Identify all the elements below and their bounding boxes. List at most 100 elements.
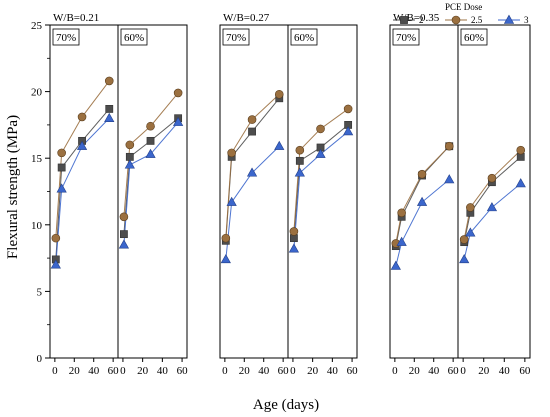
x-tick-label: 40 [428,365,440,377]
data-point-2.5 [125,140,135,150]
data-point-2 [146,136,155,145]
data-point-3 [294,167,305,177]
panel-label: 70% [56,32,76,44]
data-point-3 [246,167,258,177]
series-line-3 [123,121,179,245]
series-line-2.5 [55,80,110,239]
data-point-3 [396,236,407,246]
panel-label-box [392,28,420,46]
x-tick-label: 0 [392,365,398,377]
panel-label: 60% [464,32,484,44]
x-tick-label: 0 [120,365,126,377]
data-point-3 [288,243,300,253]
x-tick-label: 20 [307,365,319,377]
series-line-3 [293,131,349,249]
x-tick-label: 60 [347,365,359,377]
series-line-2.5 [293,108,349,232]
legend: PCE Dose 2 2.5 3 [393,2,529,25]
data-point-2.5 [247,115,257,124]
x-tick-label: 20 [239,365,251,377]
series-line-2.5 [225,93,280,239]
data-point-2.5 [466,203,475,212]
series-line-2.5 [123,92,179,217]
x-tick-label: 60 [448,365,460,377]
panel: 70% 0 20 40 60 [389,24,460,377]
data-point-3 [173,116,184,126]
data-point-2 [125,152,134,161]
data-point-2.5 [57,148,66,158]
data-point-3 [515,178,526,188]
panel-label-box [52,28,80,46]
panel: 60% 0 20 40 60 [117,24,189,377]
data-point-3 [76,140,88,150]
data-point-3 [274,140,285,150]
x-tick-label: 20 [137,365,149,377]
x-tick-label: 60 [177,365,189,377]
x-tick-label: 60 [519,365,531,377]
data-point-2 [295,156,304,165]
panel-label-box [222,28,250,46]
legend-label-3: 3 [524,15,529,25]
panel-label-box [460,28,488,46]
data-point-2.5 [417,169,427,179]
x-tick-label: 40 [88,365,100,377]
panel-frame [287,24,358,359]
y-tick-label: 25 [31,20,43,32]
data-point-3 [465,227,476,237]
x-axis-title: Age (days) [253,397,319,413]
wb-label: W/B=0.21 [53,12,99,24]
series-line-2 [55,108,110,260]
panel-label: 70% [226,32,246,44]
panel: 70% 0 20 40 60 [49,24,119,377]
y-tick-label: 20 [31,87,43,99]
series-line-2 [293,124,349,239]
data-point-2.5 [51,233,61,243]
data-point-2.5 [316,124,325,134]
x-tick-label: 40 [327,365,339,377]
panel: 60% 0 20 40 60 [457,24,531,377]
data-point-2.5 [104,76,114,86]
data-point-3 [220,254,231,264]
legend-marker-2 [400,16,408,24]
data-point-2.5 [343,104,353,114]
data-point-2.5 [119,212,129,222]
data-point-3 [343,126,354,136]
x-tick-label: 20 [69,365,81,377]
x-tick-label: 0 [460,365,466,377]
y-tick-label: 15 [31,153,43,165]
data-point-3 [118,239,130,249]
series-line-3 [55,117,110,265]
data-point-2.5 [227,148,236,158]
legend-label-2: 2 [419,15,424,25]
data-point-2 [105,105,114,113]
y-tick-label: 5 [37,286,43,298]
x-tick-label: 0 [290,365,296,377]
series-line-3 [463,183,522,260]
data-point-3 [145,148,156,158]
panel-label-box [290,28,318,46]
series-line-2.5 [463,149,522,240]
x-tick-label: 0 [52,365,58,377]
panel-label: 70% [396,32,416,44]
data-point-2.5 [295,145,305,155]
data-point-2 [120,230,128,239]
panel-label-box [120,28,148,46]
wb-label: W/B=0.27 [223,12,270,24]
series-line-3 [225,145,280,260]
data-point-2.5 [397,208,406,218]
data-point-2.5 [459,235,469,244]
data-point-2.5 [221,233,231,243]
data-point-2.5 [487,173,497,183]
data-point-2.5 [146,121,155,131]
x-tick-label: 0 [222,365,228,377]
series-line-3 [395,179,450,267]
data-point-3 [416,196,428,206]
series-line-2.5 [395,145,450,244]
data-point-3 [104,112,115,122]
panel-frame [457,24,531,359]
series-line-2 [463,156,522,243]
panel-group-2: W/B=0.27 70% 0 20 40 60 60% 0 20 40 60 [219,12,359,377]
data-point-2.5 [77,112,87,122]
